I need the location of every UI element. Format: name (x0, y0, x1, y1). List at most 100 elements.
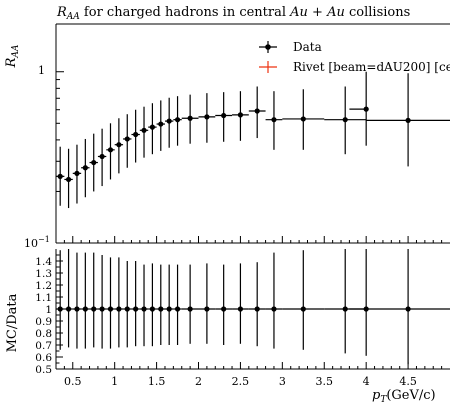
legend-data-marker (265, 44, 271, 50)
ratio-data-points (56, 249, 450, 365)
main-data-points (56, 71, 450, 209)
ratio-point-marker (174, 306, 181, 312)
ytick-base: 10 (24, 237, 38, 250)
legend-entry-rivet: Rivet [beam=dAU200] [cer (259, 60, 450, 74)
data-point (232, 91, 249, 141)
data-point (324, 86, 367, 155)
ratio-point-marker (107, 306, 114, 312)
chart-title: RAA for charged hadrons in central Au + … (56, 5, 410, 22)
ratio-point (72, 252, 82, 349)
ylabel-sub: AA (11, 44, 21, 58)
title-tail: collisions (345, 5, 410, 20)
data-point-marker (124, 136, 130, 142)
ratio-point (173, 264, 182, 345)
ratio-point-marker (300, 306, 306, 312)
data-point-marker (57, 173, 63, 179)
ratio-point (123, 261, 132, 348)
ratio-xtick-label: 2.5 (232, 375, 250, 388)
ratio-ytick-label: 1.3 (35, 268, 52, 280)
main-ytick-label-1: 1 (38, 64, 45, 77)
data-point-marker (271, 117, 277, 123)
ratio-point (215, 264, 233, 345)
ratio-point-marker (271, 306, 277, 312)
title-mid: for charged hadrons in central (80, 5, 290, 20)
data-point (64, 148, 73, 209)
xlabel-sub: T (380, 395, 387, 405)
data-point-marker (300, 116, 306, 122)
ratio-point-marker (221, 306, 227, 312)
ratio-point (324, 249, 367, 354)
main-ylabel: RAA (4, 44, 21, 68)
ratio-point (366, 249, 450, 365)
main-x-ticks (63, 236, 443, 243)
ratio-point-marker (158, 306, 164, 312)
data-point (139, 106, 149, 158)
data-point (131, 109, 140, 163)
ratio-point (131, 261, 140, 347)
ratio-point (349, 249, 369, 356)
ratio-point-marker (149, 306, 156, 312)
ratio-point-marker (65, 306, 72, 312)
ratio-point (198, 263, 216, 344)
data-point-marker (221, 112, 227, 119)
data-point-marker (91, 159, 97, 166)
ratio-point-marker (99, 306, 105, 312)
data-point-marker (166, 118, 172, 124)
ratio-point (248, 262, 266, 347)
ratio-xtick-label: 0.5 (64, 375, 82, 388)
legend-data-label: Data (293, 40, 322, 54)
ratio-point-marker (116, 306, 122, 312)
ratio-point-marker (82, 306, 88, 312)
title-au2: Au (326, 5, 345, 20)
data-point-marker (133, 131, 139, 138)
ratio-point (265, 252, 283, 349)
ratio-point-marker (91, 306, 97, 312)
ratio-point (97, 255, 107, 349)
ratio-point (232, 263, 249, 344)
ratio-point (106, 257, 115, 349)
ratio-ytick-label: 0.8 (35, 328, 52, 340)
ratio-point (148, 263, 157, 347)
data-point-marker (141, 127, 147, 133)
title-r: R (56, 5, 67, 20)
data-point (97, 128, 107, 187)
xlabel-unit: (GeV/c) (386, 388, 435, 403)
ratio-point (89, 252, 98, 348)
data-point-marker (149, 124, 156, 130)
legend-rivet-label: Rivet [beam=dAU200] [cer (293, 60, 450, 74)
data-point (366, 73, 450, 167)
data-point-marker (158, 121, 164, 127)
title-sub: AA (66, 12, 80, 22)
ratio-point (164, 264, 174, 345)
ratio-ytick-label: 0.9 (35, 316, 52, 328)
ratio-point-marker (57, 306, 63, 312)
ratio-point (282, 250, 325, 350)
ratio-point-marker (254, 306, 260, 312)
ratio-y-ticks: 0.50.60.70.80.911.11.21.31.4 (35, 254, 63, 376)
ratio-point-marker (141, 306, 147, 312)
data-point-marker (237, 112, 244, 118)
data-point (148, 103, 157, 155)
data-point (164, 97, 174, 148)
ratio-xtick-label: 2 (195, 375, 202, 388)
ratio-point-marker (124, 306, 130, 312)
data-point (106, 123, 115, 180)
data-point-marker (99, 153, 105, 160)
data-point (181, 94, 199, 144)
ratio-point-marker (166, 306, 172, 312)
main-ytick-label-0.1: 10−1 (24, 235, 50, 250)
legend-entry-data: Data (259, 40, 322, 54)
ratio-point-marker (204, 306, 210, 312)
title-plus: + (308, 5, 327, 20)
data-point (198, 93, 216, 143)
ratio-xtick-label: 4.5 (399, 375, 417, 388)
data-point-marker (174, 117, 181, 123)
ratio-point-marker (187, 306, 193, 312)
data-point-marker (82, 165, 88, 171)
ratio-xtick-label: 3.5 (316, 375, 334, 388)
ratio-point (156, 264, 165, 345)
ratio-ytick-label: 1.2 (35, 280, 52, 292)
data-point (89, 133, 98, 192)
data-point (173, 96, 182, 146)
